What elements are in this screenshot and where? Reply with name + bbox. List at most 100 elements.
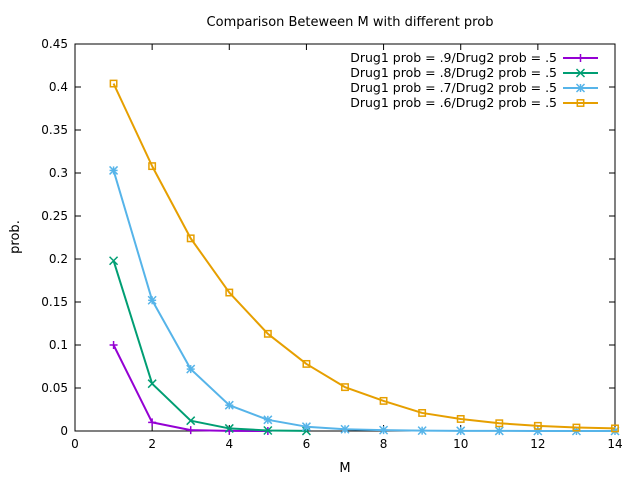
- data-point: [456, 415, 465, 423]
- marker-stroke: [533, 421, 542, 430]
- y-tick-label: 0.45: [41, 37, 68, 51]
- data-point: [186, 416, 196, 426]
- x-tick-label: 10: [453, 437, 468, 451]
- data-point: [263, 329, 272, 338]
- marker-stroke: [379, 396, 388, 405]
- y-tick-label: 0.15: [41, 295, 68, 309]
- x-axis-label: M: [339, 461, 350, 476]
- data-point: [147, 379, 157, 389]
- data-point: [302, 359, 311, 368]
- x-tick-label: 8: [380, 437, 388, 451]
- y-tick-label: 0.25: [41, 209, 68, 223]
- marker-stroke: [302, 359, 311, 368]
- data-point: [109, 256, 119, 266]
- x-tick-label: 14: [607, 437, 622, 451]
- marker-stroke: [109, 165, 119, 175]
- marker-stroke: [301, 422, 311, 432]
- marker-stroke: [186, 234, 195, 243]
- marker-stroke: [148, 162, 157, 171]
- legend-label: Drug1 prob = .6/Drug2 prob = .5: [350, 95, 557, 110]
- axes-ticks: 0 2 4 6 8 10 12 14 0 0.05 0.1 0.15 0.2 0.25 0.3 0.35 0.4…: [41, 37, 622, 451]
- data-point: [186, 364, 196, 374]
- data-point: [576, 54, 585, 62]
- marker-stroke: [575, 68, 586, 78]
- legend-item: Drug1 prob = .7/Drug2 prob = .5: [350, 80, 598, 95]
- marker-stroke: [186, 364, 196, 374]
- data-point: [379, 425, 389, 435]
- marker-stroke: [576, 99, 585, 107]
- marker-stroke: [147, 295, 157, 305]
- y-tick-label: 0.1: [49, 338, 68, 352]
- data-point: [109, 165, 119, 175]
- series-4: [109, 79, 619, 433]
- x-tick-label: 12: [530, 437, 545, 451]
- marker-stroke: [224, 423, 234, 433]
- marker-stroke: [263, 329, 272, 338]
- legend-label: Drug1 prob = .9/Drug2 prob = .5: [350, 50, 557, 65]
- legend-item: Drug1 prob = .6/Drug2 prob = .5: [350, 95, 598, 110]
- data-point: [495, 419, 504, 428]
- data-point: [148, 162, 157, 171]
- marker-stroke: [109, 256, 119, 266]
- series-2: [109, 256, 311, 436]
- y-tick-label: 0.3: [49, 166, 68, 180]
- data-point: [576, 99, 585, 107]
- legend-item: Drug1 prob = .9/Drug2 prob = .5: [350, 50, 598, 65]
- marker-stroke: [263, 425, 273, 436]
- data-point: [494, 426, 504, 436]
- data-point: [263, 425, 273, 436]
- marker-stroke: [340, 424, 350, 434]
- data-point: [148, 418, 157, 427]
- data-point: [533, 421, 542, 430]
- legend-label: Drug1 prob = .7/Drug2 prob = .5: [350, 80, 557, 95]
- legend-item: Drug1 prob = .8/Drug2 prob = .5: [350, 65, 598, 80]
- data-point: [186, 426, 195, 435]
- series-group: [109, 79, 620, 436]
- marker-stroke: [575, 83, 586, 93]
- data-point: [572, 423, 581, 432]
- marker-stroke: [186, 416, 196, 426]
- y-tick-label: 0.2: [49, 252, 68, 266]
- data-point: [301, 426, 311, 436]
- x-tick-label: 4: [225, 437, 233, 451]
- x-tick-label: 6: [303, 437, 311, 451]
- data-point: [417, 426, 427, 436]
- y-tick-label: 0.05: [41, 381, 68, 395]
- marker-stroke: [109, 79, 118, 88]
- series-line: [112, 344, 268, 432]
- data-point: [186, 234, 195, 243]
- x-tick-label: 2: [148, 437, 156, 451]
- marker-stroke: [611, 424, 619, 433]
- marker-stroke: [417, 426, 427, 436]
- data-point: [575, 68, 586, 78]
- marker-stroke: [301, 426, 311, 436]
- y-axis-label: prob.: [8, 220, 23, 254]
- marker-stroke: [456, 415, 465, 423]
- data-point: [147, 295, 157, 305]
- series-line: [112, 83, 616, 430]
- marker-stroke: [225, 288, 234, 297]
- marker-stroke: [341, 383, 349, 392]
- marker-stroke: [263, 415, 273, 425]
- data-point: [418, 408, 427, 417]
- marker-stroke: [495, 419, 504, 428]
- chart-title: Comparison Beteween M with different pro…: [207, 15, 494, 30]
- marker-stroke: [379, 425, 389, 435]
- data-point: [263, 415, 273, 425]
- data-point: [301, 422, 311, 432]
- marker-stroke: [572, 423, 581, 432]
- data-point: [225, 288, 234, 297]
- legend-label: Drug1 prob = .8/Drug2 prob = .5: [350, 65, 557, 80]
- data-point: [109, 79, 118, 88]
- marker-stroke: [147, 379, 157, 389]
- data-point: [341, 383, 349, 392]
- data-point: [224, 423, 234, 433]
- data-point: [611, 424, 619, 433]
- y-tick-label: 0.4: [49, 80, 68, 94]
- data-point: [456, 426, 466, 436]
- marker-stroke: [224, 400, 234, 410]
- data-point: [379, 396, 388, 405]
- series-1: [109, 341, 272, 435]
